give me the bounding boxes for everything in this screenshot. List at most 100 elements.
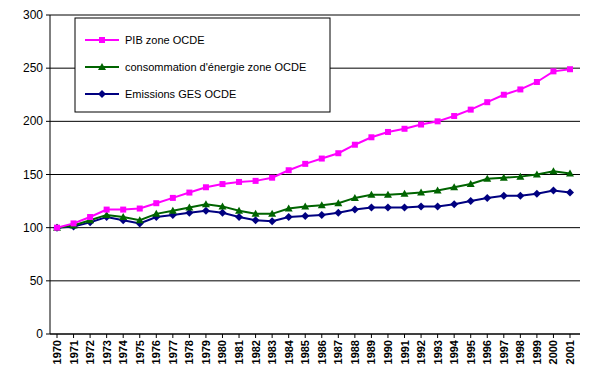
data-point bbox=[435, 118, 441, 124]
legend-marker bbox=[99, 37, 105, 43]
data-point bbox=[120, 207, 126, 213]
data-point bbox=[203, 184, 209, 190]
data-point bbox=[566, 189, 574, 197]
x-tick-label: 1970 bbox=[51, 340, 63, 364]
legend-label: PIB zone OCDE bbox=[125, 34, 204, 46]
x-tick bbox=[123, 334, 124, 338]
x-tick bbox=[421, 334, 422, 338]
data-point bbox=[549, 186, 557, 194]
legend-marker bbox=[98, 63, 106, 70]
x-tick bbox=[520, 334, 521, 338]
data-point bbox=[566, 169, 574, 176]
background bbox=[0, 0, 600, 386]
y-tick bbox=[46, 280, 50, 281]
data-point bbox=[384, 191, 392, 198]
data-point bbox=[484, 99, 490, 105]
data-point bbox=[152, 210, 160, 217]
data-point bbox=[334, 209, 342, 217]
data-point bbox=[334, 199, 342, 206]
x-tick-label: 1997 bbox=[498, 340, 510, 364]
data-point bbox=[218, 202, 226, 209]
x-tick-label: 1993 bbox=[432, 340, 444, 364]
grid-line bbox=[50, 334, 580, 335]
x-tick bbox=[189, 334, 190, 338]
x-tick bbox=[73, 334, 74, 338]
data-point bbox=[352, 142, 358, 148]
legend-box bbox=[75, 18, 330, 112]
data-point bbox=[318, 201, 326, 208]
data-point bbox=[137, 206, 143, 212]
y-axis bbox=[50, 15, 51, 334]
data-point bbox=[285, 213, 293, 221]
data-point bbox=[516, 173, 524, 180]
data-point bbox=[533, 171, 541, 178]
x-tick-label: 1972 bbox=[84, 340, 96, 364]
data-point bbox=[501, 92, 507, 98]
y-tick bbox=[46, 174, 50, 175]
legend-label: Emissions GES OCDE bbox=[125, 88, 236, 100]
data-point bbox=[418, 122, 424, 128]
data-point bbox=[104, 207, 110, 213]
data-point bbox=[202, 207, 210, 215]
data-point bbox=[170, 195, 176, 201]
x-tick-label: 1973 bbox=[101, 340, 113, 364]
data-point bbox=[136, 216, 144, 223]
x-tick-label: 1980 bbox=[216, 340, 228, 364]
data-point bbox=[434, 186, 442, 193]
data-point bbox=[268, 210, 276, 217]
legend: PIB zone OCDE consommation d'énergie zone… bbox=[75, 18, 330, 112]
data-point bbox=[567, 66, 573, 72]
data-point bbox=[302, 161, 308, 167]
data-point bbox=[319, 156, 325, 162]
x-tick-label: 1974 bbox=[117, 339, 129, 364]
x-tick bbox=[272, 334, 273, 338]
data-point bbox=[402, 126, 408, 132]
x-tick-label: 1987 bbox=[332, 340, 344, 364]
data-point bbox=[301, 202, 309, 209]
legend-marker bbox=[98, 90, 106, 98]
x-tick bbox=[156, 334, 157, 338]
x-tick-label: 1978 bbox=[183, 340, 195, 364]
data-point bbox=[235, 207, 243, 214]
data-point bbox=[218, 209, 226, 217]
data-point bbox=[385, 129, 391, 135]
x-tick bbox=[139, 334, 140, 338]
x-tick bbox=[387, 334, 388, 338]
data-point bbox=[185, 203, 193, 210]
data-point bbox=[384, 203, 392, 211]
data-point bbox=[285, 205, 293, 212]
data-point bbox=[219, 181, 225, 187]
x-tick bbox=[90, 334, 91, 338]
data-point bbox=[252, 210, 260, 217]
y-tick bbox=[46, 15, 50, 16]
x-tick-label: 2001 bbox=[564, 340, 576, 364]
x-tick-label: 1994 bbox=[448, 339, 460, 364]
x-tick-label: 1977 bbox=[167, 340, 179, 364]
x-tick bbox=[172, 334, 173, 338]
data-point bbox=[318, 211, 326, 219]
data-point bbox=[71, 220, 77, 226]
data-point bbox=[367, 191, 375, 198]
x-tick-label: 1996 bbox=[481, 340, 493, 364]
y-tick-label: 200 bbox=[23, 114, 43, 128]
x-tick-label: 1984 bbox=[283, 339, 295, 364]
grid-line bbox=[50, 15, 580, 16]
y-tick-label: 100 bbox=[23, 221, 43, 235]
grid-line bbox=[50, 121, 580, 122]
y-tick bbox=[46, 227, 50, 228]
data-point bbox=[53, 224, 61, 231]
x-tick bbox=[106, 334, 107, 338]
y-tick-label: 50 bbox=[30, 274, 44, 288]
data-point bbox=[517, 86, 523, 92]
grid-line bbox=[50, 174, 580, 175]
series-line bbox=[57, 171, 570, 227]
x-tick bbox=[321, 334, 322, 338]
x-tick-label: 1979 bbox=[200, 340, 212, 364]
grid-line bbox=[50, 280, 580, 281]
y-tick bbox=[46, 121, 50, 122]
data-point bbox=[235, 213, 243, 221]
data-point bbox=[467, 197, 475, 205]
legend-label: consommation d'énergie zone OCDE bbox=[125, 61, 306, 73]
y-tick bbox=[46, 68, 50, 69]
x-tick-label: 1976 bbox=[150, 340, 162, 364]
